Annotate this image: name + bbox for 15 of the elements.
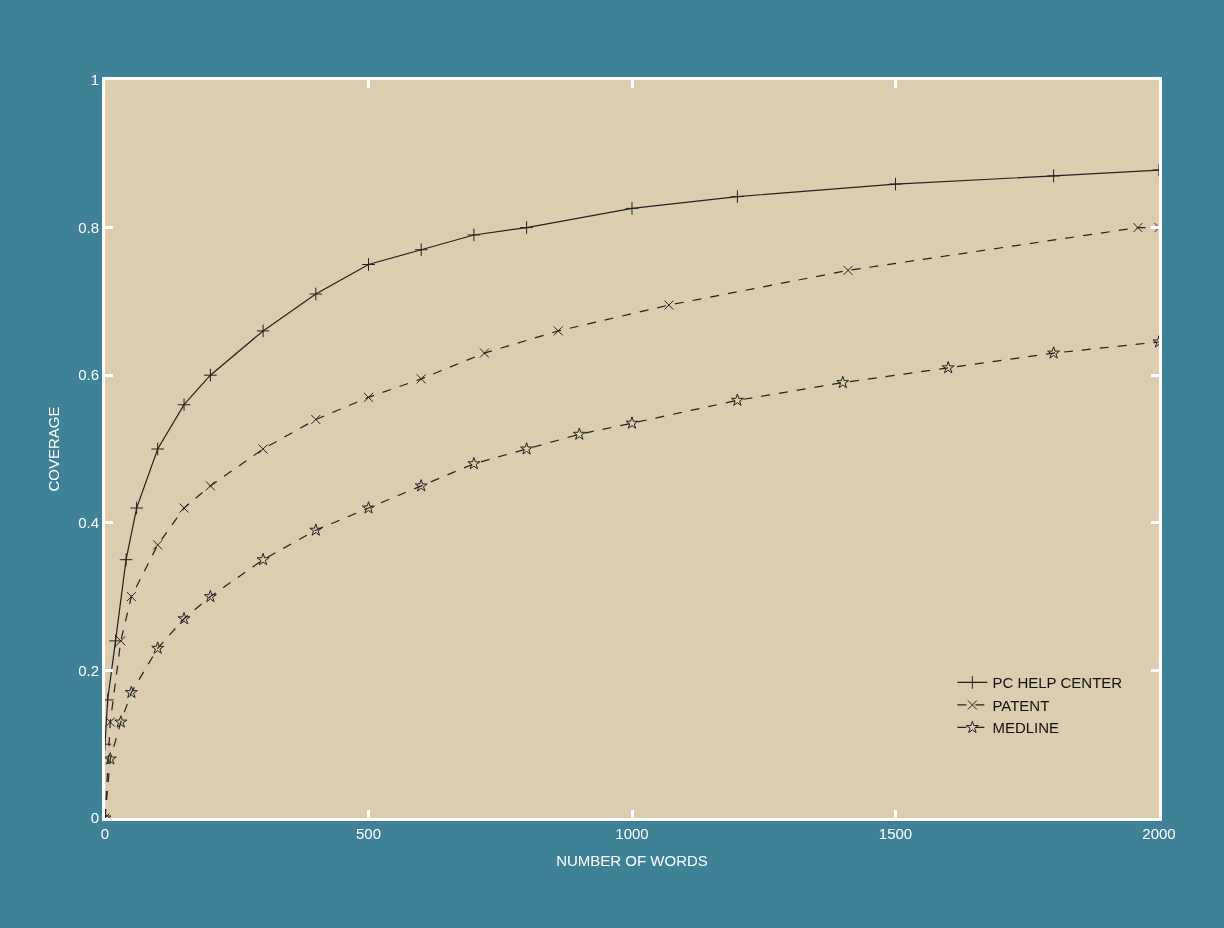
y-tick-label: 0.2 bbox=[78, 661, 99, 679]
x-tick-label: 1000 bbox=[615, 825, 649, 842]
legend-label: PC HELP CENTER bbox=[992, 674, 1123, 692]
x-tick-label: 500 bbox=[355, 825, 382, 842]
y-tick-label: 0.4 bbox=[78, 514, 99, 532]
y-tick-label: 0 bbox=[90, 809, 99, 827]
x-axis-title: NUMBER OF WORDS bbox=[556, 852, 708, 869]
y-tick-label: 0.8 bbox=[78, 218, 99, 236]
x-tick-label: 1500 bbox=[878, 825, 913, 842]
y-tick-label: 0.6 bbox=[78, 366, 99, 384]
legend-label: MEDLINE bbox=[992, 719, 1060, 737]
y-tick-label: 1 bbox=[90, 71, 99, 89]
x-tick-label: 2000 bbox=[1142, 825, 1176, 842]
legend-label: PATENT bbox=[992, 696, 1050, 714]
y-axis-title: COVERAGE bbox=[45, 406, 63, 492]
